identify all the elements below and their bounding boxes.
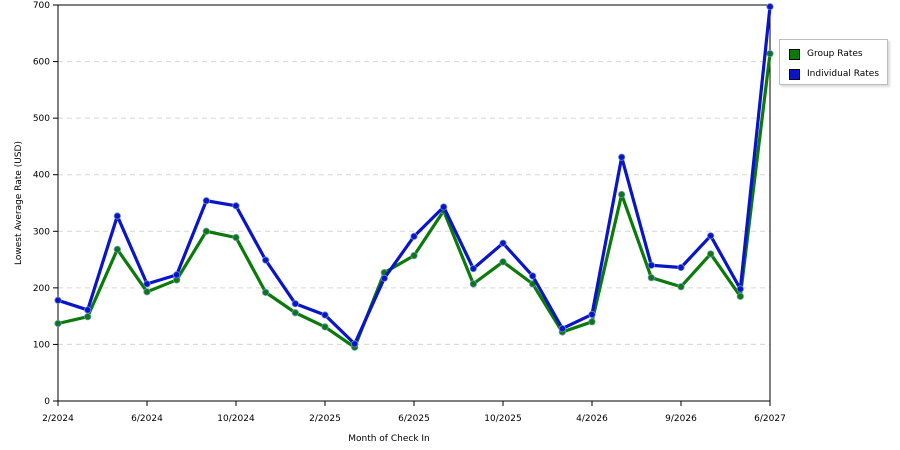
series-1-point-5[interactable] xyxy=(202,197,210,205)
series-1-point-19[interactable] xyxy=(618,153,626,161)
series-0-point-1[interactable] xyxy=(84,313,92,321)
y-axis-title: Lowest Average Rate (USD) xyxy=(14,141,24,265)
y-tick-label-700: 700 xyxy=(33,1,50,11)
series-1-point-24[interactable] xyxy=(766,3,774,11)
series-0-point-5[interactable] xyxy=(202,227,210,235)
series-1-point-4[interactable] xyxy=(173,271,181,279)
x-tick-label-0: 2/2024 xyxy=(42,414,74,424)
x-tick-label-8: 6/2027 xyxy=(754,414,786,424)
x-tick-label-2: 10/2024 xyxy=(217,414,255,424)
series-0-point-3[interactable] xyxy=(143,288,151,296)
legend-swatch-individual-rates xyxy=(789,68,800,80)
series-1-point-11[interactable] xyxy=(380,274,388,282)
y-tick-label-400: 400 xyxy=(33,171,50,181)
series-1-point-10[interactable] xyxy=(351,340,359,348)
series-1-point-1[interactable] xyxy=(84,306,92,314)
series-0-point-9[interactable] xyxy=(321,323,329,331)
series-1-point-9[interactable] xyxy=(321,311,329,319)
y-tick-label-0: 0 xyxy=(44,397,50,407)
legend-swatch-group-rates xyxy=(789,48,800,60)
series-0 xyxy=(54,50,774,351)
series-0-point-23[interactable] xyxy=(736,292,744,300)
series-1-point-15[interactable] xyxy=(499,239,507,247)
y-tick-label-500: 500 xyxy=(33,114,50,124)
series-0-point-2[interactable] xyxy=(113,245,121,253)
series-1-point-23[interactable] xyxy=(736,285,744,293)
series-0-point-0[interactable] xyxy=(54,319,62,328)
y-tick-label-200: 200 xyxy=(33,284,50,294)
series-1-point-22[interactable] xyxy=(707,232,715,240)
x-tick-label-5: 10/2025 xyxy=(484,414,521,424)
x-ticks: 2/2024 6/2024 10/2024 2/2025 6/2025 10/2025 4/… xyxy=(42,401,786,424)
series-1-point-0[interactable] xyxy=(54,296,62,304)
series-1-point-6[interactable] xyxy=(232,202,240,210)
x-tick-label-4: 6/2025 xyxy=(398,414,430,424)
series-line-1 xyxy=(57,6,772,346)
series-1-point-17[interactable] xyxy=(558,324,566,333)
x-tick-label-6: 4/2026 xyxy=(576,414,608,424)
grid-lines xyxy=(58,61,770,345)
series-0-point-14[interactable] xyxy=(469,280,477,288)
series-1-point-8[interactable] xyxy=(291,300,299,308)
legend-item-group-rates: Group Rates xyxy=(789,47,863,61)
series-line-0 xyxy=(57,53,772,349)
series-1-point-12[interactable] xyxy=(410,232,418,240)
y-ticks: 0 100 200 300 400 500 600 700 xyxy=(33,1,58,407)
series-1-point-14[interactable] xyxy=(469,265,477,273)
legend-label-group-rates: Group Rates xyxy=(807,49,863,59)
series-1-point-16[interactable] xyxy=(529,272,537,280)
x-tick-label-3: 2/2025 xyxy=(309,414,341,424)
series-0-point-19[interactable] xyxy=(618,190,626,199)
series-lines xyxy=(54,3,774,351)
series-1-point-3[interactable] xyxy=(143,280,151,288)
series-0-point-21[interactable] xyxy=(677,283,685,291)
legend-label-individual-rates: Individual Rates xyxy=(807,69,880,79)
series-0-point-24[interactable] xyxy=(766,50,774,58)
series-0-point-8[interactable] xyxy=(291,309,299,317)
y-tick-label-300: 300 xyxy=(33,227,50,237)
series-0-point-22[interactable] xyxy=(707,250,715,258)
series-0-point-18[interactable] xyxy=(588,318,596,326)
series-0-point-20[interactable] xyxy=(647,274,655,282)
series-1-point-21[interactable] xyxy=(677,263,685,272)
series-0-point-6[interactable] xyxy=(232,233,240,242)
series-1-point-18[interactable] xyxy=(588,310,596,319)
y-tick-label-100: 100 xyxy=(33,340,50,350)
x-axis-title: Month of Check In xyxy=(348,434,430,444)
series-0-point-15[interactable] xyxy=(499,258,507,266)
series-1-point-2[interactable] xyxy=(113,212,121,220)
legend-item-individual-rates: Individual Rates xyxy=(789,67,879,81)
series-0-point-7[interactable] xyxy=(262,288,270,296)
series-1-point-20[interactable] xyxy=(647,261,655,269)
series-1 xyxy=(54,3,774,348)
x-tick-label-7: 9/2026 xyxy=(665,414,697,424)
x-tick-label-1: 6/2024 xyxy=(131,414,163,424)
axes xyxy=(57,4,771,402)
series-0-point-12[interactable] xyxy=(410,252,418,260)
legend: Group Rates Individual Rates xyxy=(779,39,888,85)
series-1-point-13[interactable] xyxy=(440,203,448,211)
series-1-point-7[interactable] xyxy=(262,256,270,264)
y-tick-label-600: 600 xyxy=(33,58,50,68)
